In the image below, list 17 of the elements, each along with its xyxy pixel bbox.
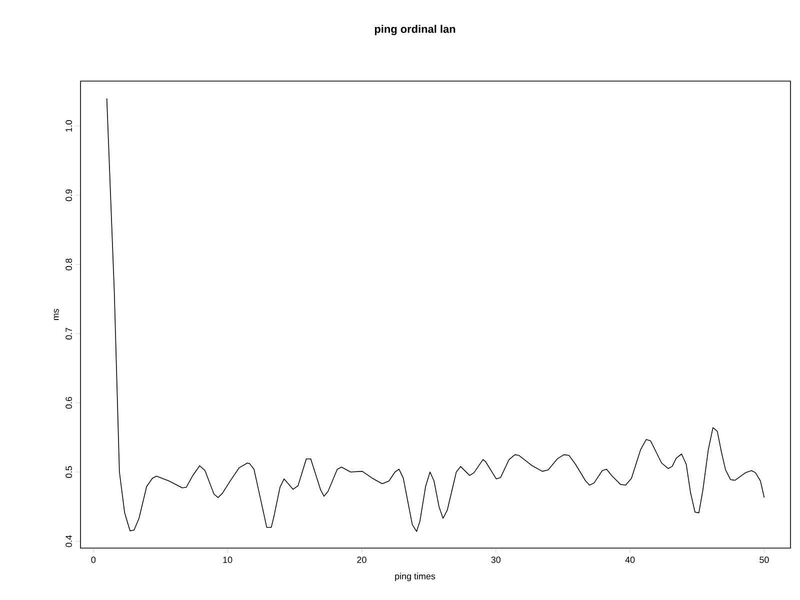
x-tick-label: 30 xyxy=(491,556,501,563)
y-tick-label: 0.7 xyxy=(66,328,72,340)
line-series xyxy=(106,98,765,532)
y-tick-label: 1.0 xyxy=(66,120,72,132)
y-tick-label: 0.8 xyxy=(66,258,72,270)
y-tick-label: 0.6 xyxy=(66,396,72,409)
y-tick-label: 0.4 xyxy=(66,535,72,548)
y-tick-label: 0.9 xyxy=(66,189,72,202)
x-tick-label: 40 xyxy=(625,556,635,563)
y-axis-title: ms xyxy=(54,308,59,320)
x-tick-label: 20 xyxy=(357,556,366,563)
chart-title: ping ordinal lan xyxy=(374,24,456,36)
x-axis-title: ping times xyxy=(395,572,436,582)
x-tick-label: 50 xyxy=(760,556,769,563)
x-tick-label: 0 xyxy=(91,556,96,563)
x-tick-label: 10 xyxy=(223,556,232,563)
y-tick-label: 0.5 xyxy=(66,466,72,478)
